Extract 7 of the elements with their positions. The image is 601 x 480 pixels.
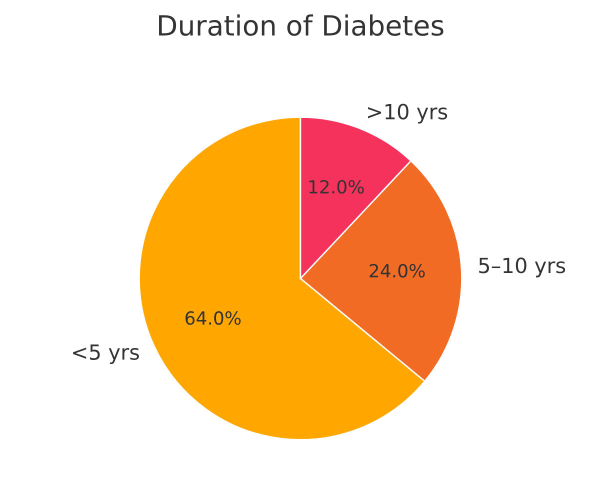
slice-label: 5–10 yrs (479, 258, 566, 278)
data-label: 64.0% (186, 311, 241, 325)
data-label: 12.0% (309, 180, 364, 194)
slice-label: >10 yrs (368, 104, 448, 124)
data-label: 24.0% (370, 264, 425, 278)
chart-title: Duration of Diabetes (159, 14, 444, 36)
slice-label: <5 yrs (73, 344, 139, 364)
